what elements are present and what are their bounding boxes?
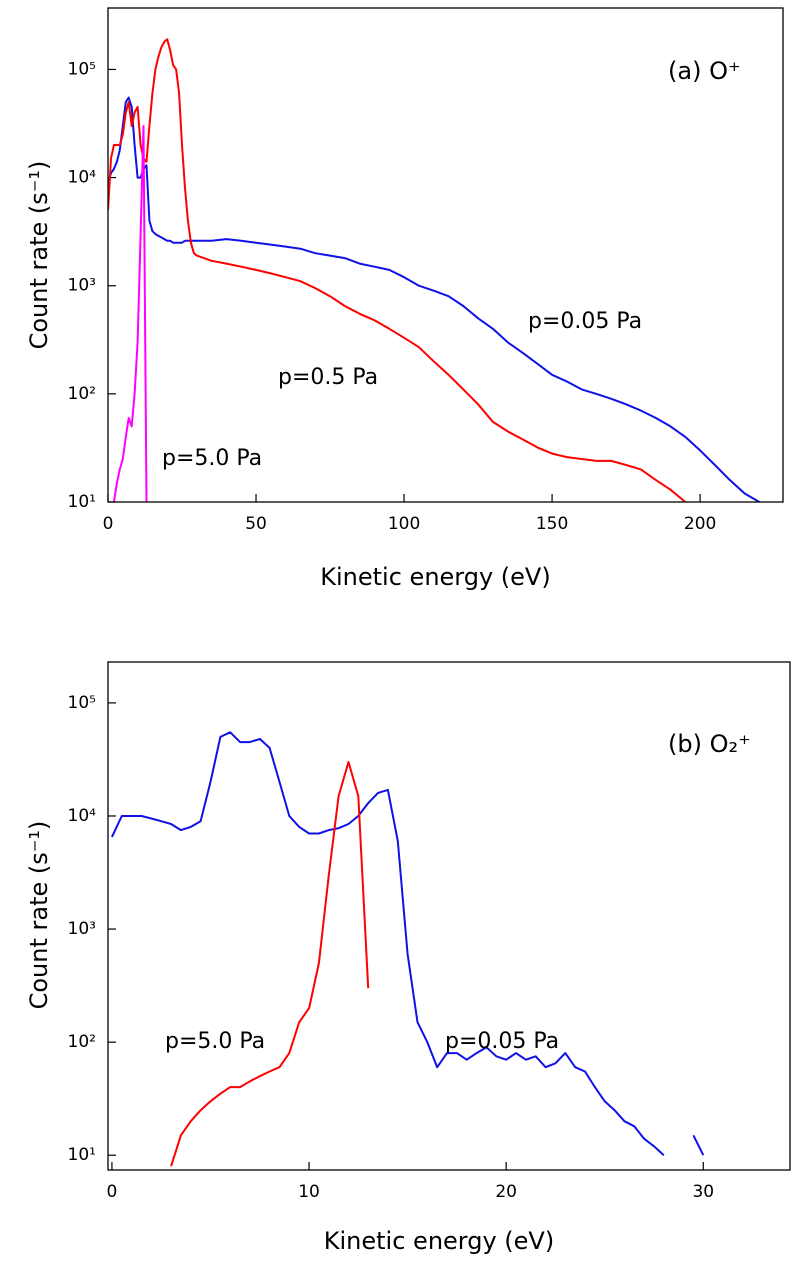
y-tick-label: 10² (68, 1032, 96, 1052)
panel: 0 10 20 30 10¹ 10² 10³ 10⁴ 10⁵ p=0.05 Pa p=5.0 Pa (… (25, 661, 791, 1255)
y-axis-label: Count rate (s⁻¹) (25, 161, 53, 350)
x-axis-label: Kinetic energy (eV) (324, 1227, 554, 1255)
y-tick-label: 10³ (68, 276, 96, 296)
y-tick-label: 10⁴ (68, 806, 97, 826)
plot-frame (107, 7, 784, 503)
x-tick-label: 0 (103, 514, 114, 534)
x-tick-label: 150 (536, 514, 568, 534)
series-label: p=0.5 Pa (278, 365, 378, 390)
y-tick-label: 10⁵ (68, 59, 96, 79)
y-tick-label: 10⁴ (68, 168, 97, 188)
panel: 0 50 100 150 200 10¹ 10² 10³ 10⁴ 10⁵ p=0.05 Pa p=0.… (25, 7, 784, 591)
series-line (108, 38, 686, 502)
series-line (110, 731, 665, 1156)
x-tick-label: 0 (107, 1182, 118, 1202)
y-tick-label: 10² (68, 384, 96, 404)
series-label: p=5.0 Pa (165, 1029, 265, 1054)
x-tick-label: 50 (245, 514, 267, 534)
series-line (692, 1134, 705, 1156)
x-axis-label: Kinetic energy (eV) (320, 563, 550, 591)
x-tick-label: 10 (298, 1182, 320, 1202)
x-tick-label: 200 (684, 514, 716, 534)
plot-frame (107, 661, 791, 1171)
y-tick-label: 10³ (68, 919, 96, 939)
series-label: p=0.05 Pa (445, 1029, 559, 1054)
x-tick-label: 100 (388, 514, 420, 534)
series-line (170, 761, 370, 1167)
y-tick-label: 10¹ (68, 492, 96, 512)
y-tick-label: 10⁵ (68, 693, 96, 713)
series-label: p=5.0 Pa (162, 446, 262, 471)
panel-label: (b) O₂⁺ (668, 730, 751, 758)
y-tick-label: 10¹ (68, 1145, 96, 1165)
series-label: p=0.05 Pa (528, 309, 642, 334)
x-tick-label: 20 (495, 1182, 517, 1202)
x-tick-label: 30 (692, 1182, 714, 1202)
series-line (108, 96, 760, 502)
series-line (112, 125, 148, 502)
panel-label: (a) O⁺ (668, 57, 741, 85)
y-axis-label: Count rate (s⁻¹) (25, 821, 53, 1010)
